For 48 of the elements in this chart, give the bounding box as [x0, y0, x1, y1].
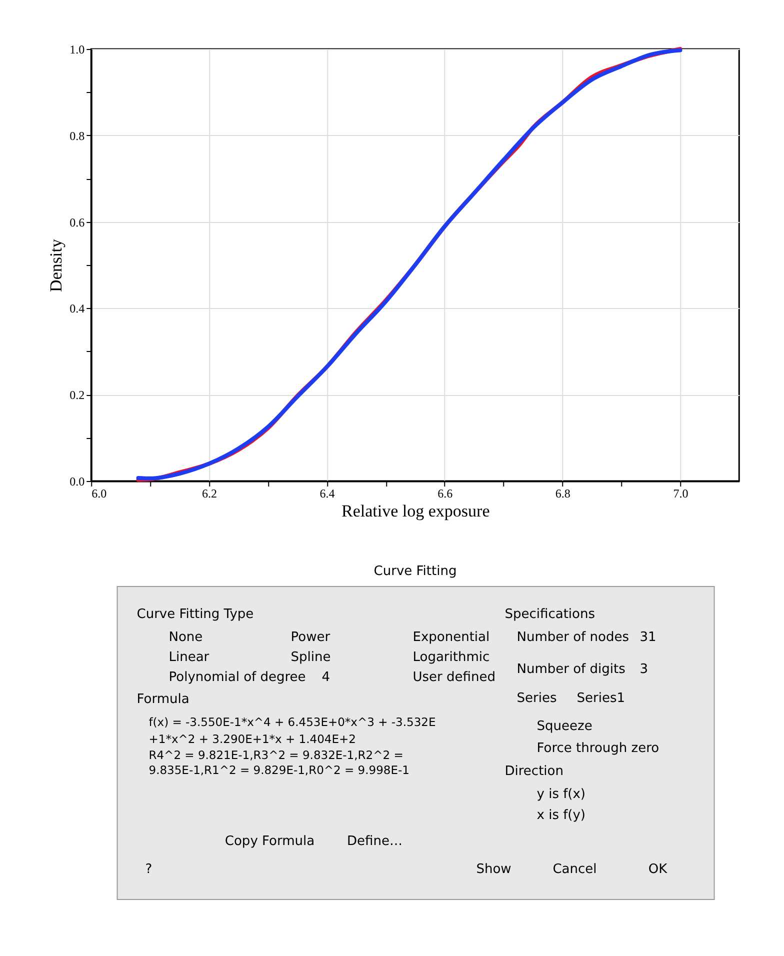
text: Power [290, 630, 331, 645]
text: ? [145, 862, 152, 877]
text: Number of nodes [516, 630, 630, 645]
x-tick-label: 6.2 [202, 486, 217, 500]
text: Linear [168, 650, 210, 665]
text: Define… [347, 834, 402, 849]
text: Formula [136, 692, 190, 707]
text: Curve Fitting [374, 564, 457, 579]
text: 3 [640, 662, 648, 677]
text: f(x) = -3.550E-1*x^4 + 6.453E+0*x^3 + -3.532E [148, 715, 436, 729]
y-tick-label: 1.0 [70, 42, 85, 56]
x-tick-label: 6.8 [555, 486, 570, 500]
text: Squeeze [536, 719, 592, 734]
text: Number of digits [516, 662, 626, 677]
text: +1*x^2 + 3.290E+1*x + 1.404E+2 [148, 732, 356, 746]
x-tick-label: 6.6 [438, 486, 453, 500]
y-tick-label: 0.0 [70, 474, 85, 488]
x-axis-title: Relative log exposure [342, 502, 490, 520]
text: Series [516, 691, 557, 706]
text: 9.835E-1,R1^2 = 9.829E-1,R0^2 = 9.998E-1 [148, 763, 410, 777]
text: Series1 [576, 691, 625, 706]
text: Exponential [412, 630, 490, 645]
y-tick-label: 0.6 [70, 215, 85, 230]
text: Logarithmic [412, 650, 490, 665]
text: Copy Formula [224, 834, 315, 849]
x-tick-label: 6.4 [320, 486, 335, 500]
text: Spline [290, 650, 331, 665]
text: Cancel [552, 862, 597, 877]
x-tick-label: 6.0 [92, 486, 107, 500]
text: Direction [504, 764, 564, 779]
text: Specifications [504, 607, 596, 622]
text: OK [648, 862, 668, 877]
text: User defined [412, 670, 496, 685]
text: R4^2 = 9.821E-1,R3^2 = 9.832E-1,R2^2 = [148, 748, 404, 762]
text: Force through zero [536, 741, 660, 756]
x-tick-label: 7.0 [673, 486, 688, 500]
text: y is f(x) [536, 787, 586, 802]
text: Curve Fitting Type [136, 607, 254, 622]
y-tick-label: 0.4 [70, 302, 85, 316]
y-axis-title: Density [46, 238, 66, 292]
text: Polynomial of degree [168, 670, 306, 685]
text: Show [476, 862, 512, 877]
text: None [168, 630, 203, 645]
text: 31 [640, 630, 656, 645]
text: x is f(y) [536, 808, 586, 823]
y-tick-label: 0.8 [70, 128, 85, 143]
text: 4 [322, 670, 330, 685]
y-tick-label: 0.2 [70, 388, 85, 402]
